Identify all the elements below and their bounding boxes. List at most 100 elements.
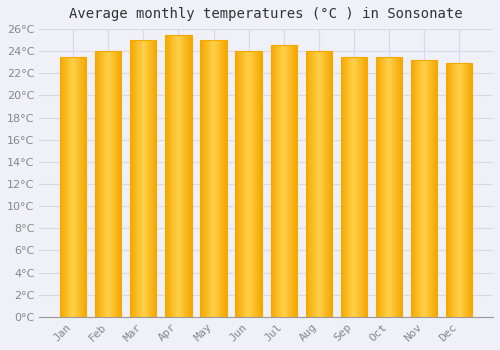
Bar: [285, 44, 286, 317]
Bar: [96, 51, 97, 317]
Bar: [357, 57, 358, 317]
Bar: [280, 44, 281, 317]
Bar: [185, 35, 186, 317]
Bar: [306, 51, 307, 317]
Bar: [170, 35, 171, 317]
Bar: [352, 57, 354, 317]
Bar: [470, 63, 471, 317]
Bar: [271, 44, 272, 317]
Bar: [239, 51, 240, 317]
Bar: [173, 35, 174, 317]
Bar: [186, 35, 187, 317]
Bar: [274, 44, 275, 317]
Bar: [270, 44, 271, 317]
Bar: [257, 51, 258, 317]
Bar: [105, 51, 106, 317]
Bar: [399, 57, 400, 317]
Bar: [181, 35, 182, 317]
Bar: [423, 60, 424, 317]
Bar: [414, 60, 415, 317]
Bar: [155, 40, 156, 317]
Bar: [148, 40, 149, 317]
Bar: [134, 40, 135, 317]
Bar: [114, 51, 115, 317]
Bar: [118, 51, 120, 317]
Bar: [104, 51, 105, 317]
Bar: [366, 57, 367, 317]
Bar: [315, 51, 316, 317]
Bar: [383, 57, 384, 317]
Bar: [200, 40, 226, 317]
Bar: [202, 40, 203, 317]
Bar: [446, 63, 447, 317]
Bar: [446, 63, 472, 317]
Bar: [176, 35, 177, 317]
Bar: [417, 60, 418, 317]
Bar: [288, 44, 289, 317]
Bar: [380, 57, 381, 317]
Bar: [308, 51, 309, 317]
Bar: [236, 51, 262, 317]
Bar: [78, 57, 79, 317]
Bar: [61, 57, 62, 317]
Bar: [325, 51, 326, 317]
Bar: [295, 44, 296, 317]
Bar: [180, 35, 181, 317]
Bar: [364, 57, 365, 317]
Bar: [242, 51, 244, 317]
Title: Average monthly temperatures (°C ) in Sonsonate: Average monthly temperatures (°C ) in So…: [70, 7, 463, 21]
Bar: [73, 57, 74, 317]
Bar: [169, 35, 170, 317]
Bar: [400, 57, 401, 317]
Bar: [390, 57, 391, 317]
Bar: [312, 51, 313, 317]
Bar: [175, 35, 176, 317]
Bar: [111, 51, 112, 317]
Bar: [207, 40, 208, 317]
Bar: [422, 60, 423, 317]
Bar: [72, 57, 73, 317]
Bar: [279, 44, 280, 317]
Bar: [314, 51, 315, 317]
Bar: [376, 57, 402, 317]
Bar: [216, 40, 217, 317]
Bar: [426, 60, 427, 317]
Bar: [146, 40, 148, 317]
Bar: [350, 57, 352, 317]
Bar: [182, 35, 183, 317]
Bar: [306, 51, 332, 317]
Bar: [210, 40, 211, 317]
Bar: [83, 57, 84, 317]
Bar: [277, 44, 278, 317]
Bar: [344, 57, 346, 317]
Bar: [456, 63, 458, 317]
Bar: [294, 44, 295, 317]
Bar: [253, 51, 254, 317]
Bar: [365, 57, 366, 317]
Bar: [172, 35, 173, 317]
Bar: [341, 57, 367, 317]
Bar: [120, 51, 122, 317]
Bar: [296, 44, 297, 317]
Bar: [323, 51, 324, 317]
Bar: [460, 63, 461, 317]
Bar: [67, 57, 68, 317]
Bar: [144, 40, 146, 317]
Bar: [289, 44, 290, 317]
Bar: [395, 57, 396, 317]
Bar: [360, 57, 361, 317]
Bar: [110, 51, 111, 317]
Bar: [188, 35, 189, 317]
Bar: [362, 57, 363, 317]
Bar: [292, 44, 293, 317]
Bar: [430, 60, 432, 317]
Bar: [214, 40, 215, 317]
Bar: [469, 63, 470, 317]
Bar: [385, 57, 386, 317]
Bar: [317, 51, 318, 317]
Bar: [142, 40, 144, 317]
Bar: [283, 44, 284, 317]
Bar: [205, 40, 206, 317]
Bar: [109, 51, 110, 317]
Bar: [311, 51, 312, 317]
